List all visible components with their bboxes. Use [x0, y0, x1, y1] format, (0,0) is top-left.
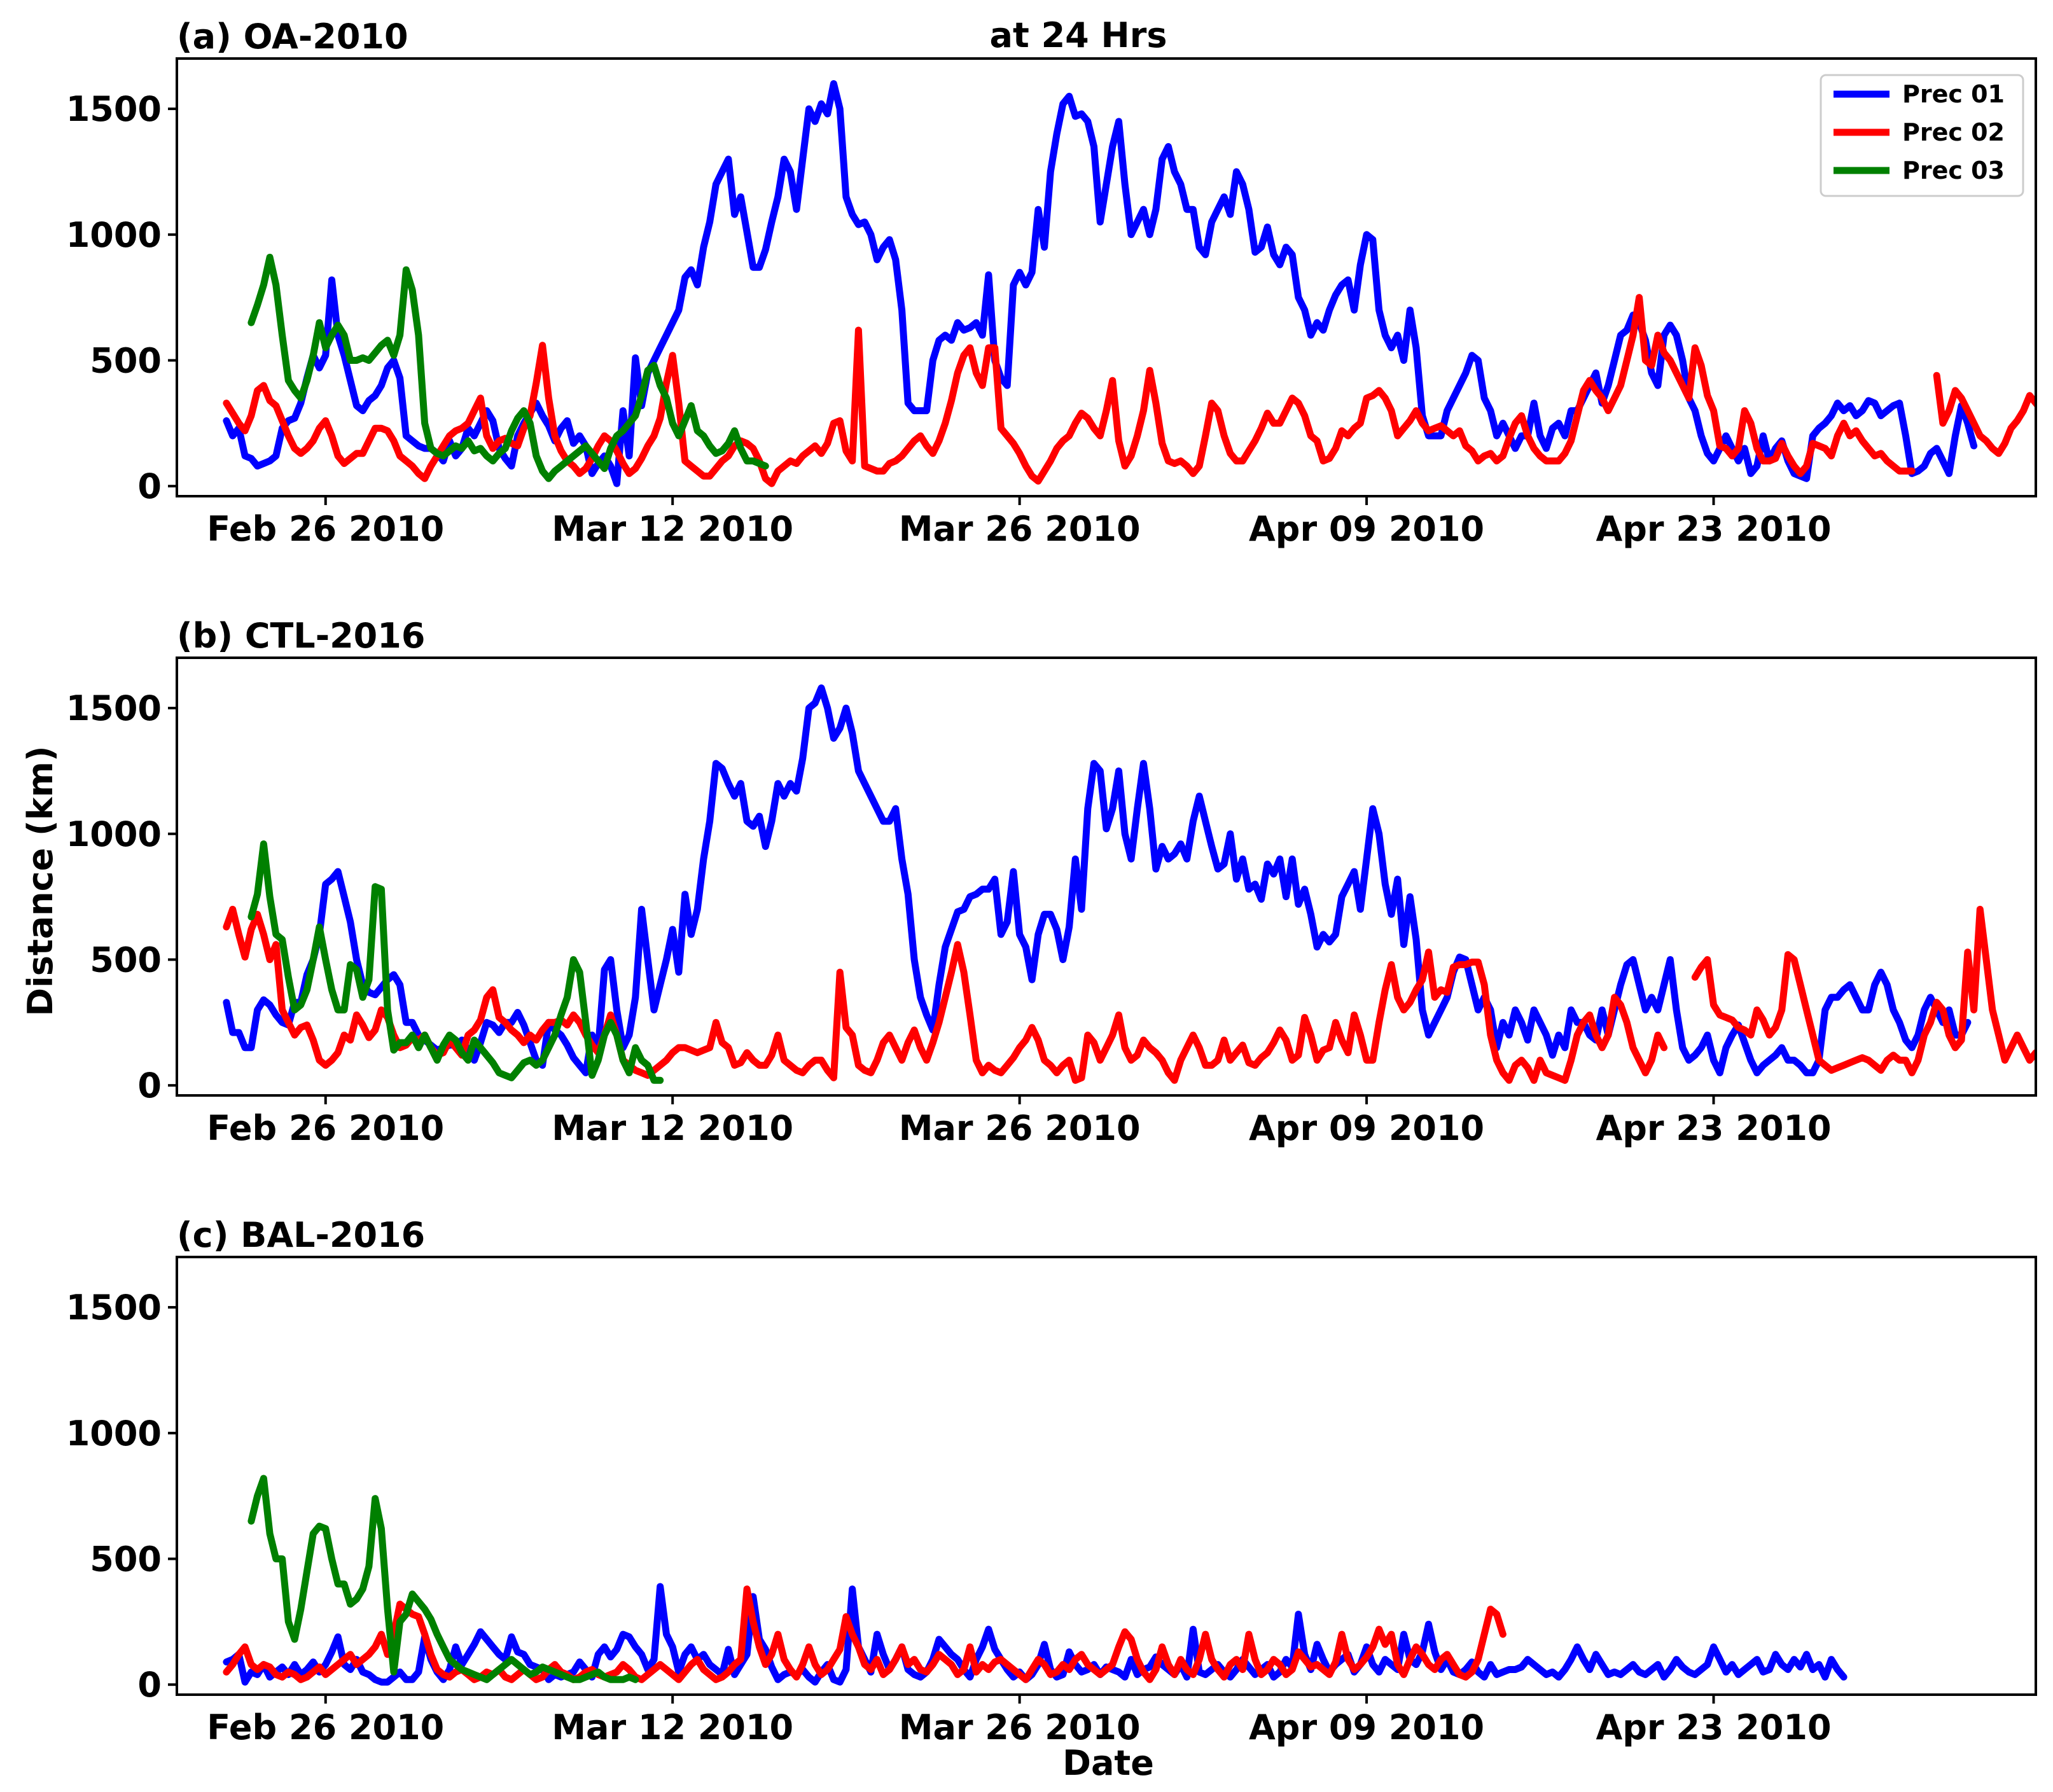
x-tick-label: Apr 23 2010 — [1596, 1108, 1831, 1148]
series-line-prec-02 — [223, 905, 2036, 1084]
figure-ylabel: Distance (km) — [20, 746, 60, 1016]
x-tick-label: Apr 09 2010 — [1249, 1108, 1484, 1148]
legend-label: Prec 02 — [1902, 118, 2005, 146]
x-tick-label: Apr 09 2010 — [1249, 1707, 1484, 1747]
axes-frame — [176, 656, 2037, 1097]
panel-title: (a) OA-2010 — [177, 17, 408, 57]
x-tick-label: Apr 23 2010 — [1596, 509, 1831, 549]
panel-c: 0 500 1000 1500 Feb 26 2010 Mar 12 2010 Mar 26… — [66, 1215, 2037, 1747]
legend-label: Prec 01 — [1902, 80, 2005, 108]
x-tick-label: Mar 26 2010 — [899, 1707, 1141, 1747]
series-line-prec-03 — [247, 253, 769, 482]
series-line-prec-03 — [247, 1475, 639, 1683]
series-line-prec-03 — [247, 840, 664, 1084]
x-tick-label: Feb 26 2010 — [207, 1707, 444, 1747]
y-tick-label: 1500 — [66, 1288, 162, 1328]
x-tick-label: Feb 26 2010 — [207, 1108, 444, 1148]
y-tick-label: 1000 — [66, 814, 162, 854]
x-tick-label: Mar 12 2010 — [552, 1108, 793, 1148]
y-tick-label: 1000 — [66, 1413, 162, 1454]
y-tick-label: 1500 — [66, 688, 162, 728]
legend-box — [1820, 74, 2024, 197]
x-tick-label: Mar 12 2010 — [552, 1707, 793, 1747]
y-tick-label: 0 — [137, 466, 162, 506]
x-tick-label: Mar 12 2010 — [552, 509, 793, 549]
y-tick-label: 0 — [137, 1066, 162, 1106]
panel-title: (c) BAL-2016 — [177, 1215, 425, 1255]
panel-b: 0 500 1000 1500 Feb 26 2010 Mar 12 2010 Mar 26… — [66, 616, 2037, 1148]
figure-suptitle: at 24 Hrs — [990, 15, 1167, 55]
axes-frame — [176, 57, 2037, 497]
x-tick-label: Feb 26 2010 — [207, 509, 444, 549]
panel-a: 0 500 1000 1500 Feb 26 2010 Mar 12 2010 Mar 26… — [66, 17, 2037, 549]
y-tick-label: 0 — [137, 1665, 162, 1705]
y-tick-label: 500 — [90, 340, 162, 380]
y-tick-label: 1000 — [66, 215, 162, 255]
y-tick-label: 500 — [90, 940, 162, 980]
panel-title: (b) CTL-2016 — [177, 616, 425, 656]
series-line-prec-02 — [223, 1585, 1507, 1683]
x-tick-label: Mar 26 2010 — [899, 509, 1141, 549]
x-tick-label: Apr 09 2010 — [1249, 509, 1484, 549]
x-tick-label: Mar 26 2010 — [899, 1108, 1141, 1148]
y-tick-label: 1500 — [66, 89, 162, 129]
figure-xlabel: Date — [1062, 1743, 1154, 1783]
axes-frame — [176, 1256, 2037, 1696]
legend-label: Prec 03 — [1902, 156, 2005, 184]
legend: Prec 01 Prec 02 Prec 03 — [1820, 74, 2024, 197]
x-tick-label: Apr 23 2010 — [1596, 1707, 1831, 1747]
y-tick-label: 500 — [90, 1539, 162, 1579]
series-line-prec-01 — [223, 684, 1972, 1076]
